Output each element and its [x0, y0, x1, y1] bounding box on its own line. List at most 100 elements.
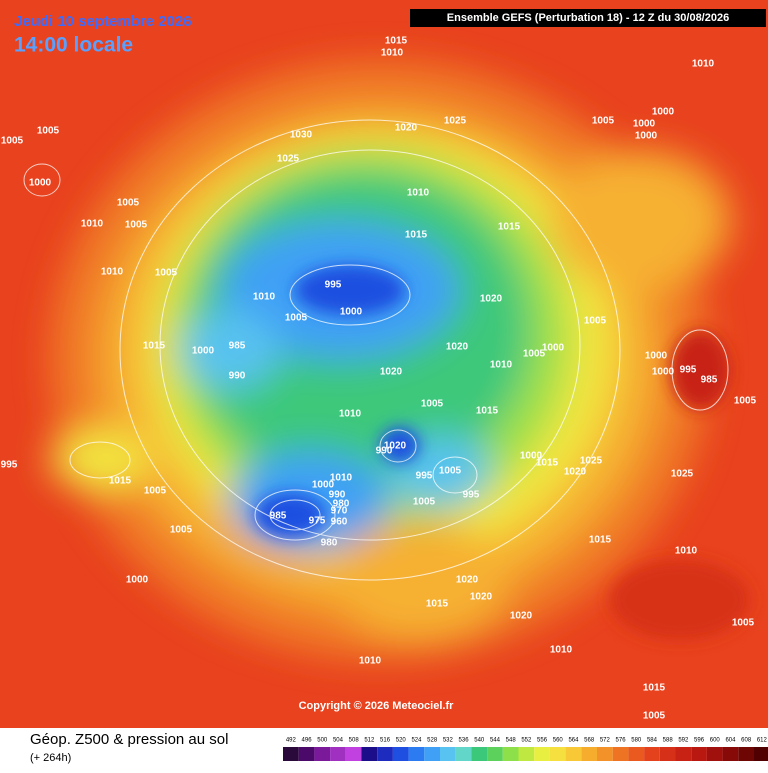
- colorbar-swatch: [471, 747, 488, 761]
- isobar-label: 980: [333, 499, 350, 510]
- isobar-label: 1010: [101, 267, 124, 278]
- time: 14:00 locale: [14, 34, 133, 57]
- colorbar-label: 556: [537, 738, 548, 744]
- isobar-label: 1010: [253, 292, 276, 303]
- isobar-label: 1005: [732, 618, 755, 629]
- colorbar-swatch: [283, 747, 299, 761]
- colorbar-label: 512: [364, 738, 375, 744]
- isobar-label: 1005: [37, 126, 60, 137]
- footer-lead: (+ 264h): [30, 752, 71, 764]
- isobar-label: 1020: [446, 342, 469, 353]
- colorbar-swatch: [330, 747, 346, 761]
- isobar-label: 975: [309, 516, 326, 527]
- isobar-label: 1010: [550, 645, 573, 656]
- isobar-label: 1015: [109, 476, 132, 487]
- colorbar-swatch: [659, 747, 676, 761]
- colorbar-swatch: [738, 747, 754, 761]
- isobar-label: 1000: [126, 575, 149, 586]
- isobar-label: 1010: [359, 656, 382, 667]
- colorbar-swatch: [706, 747, 723, 761]
- isobar-label: 985: [270, 511, 287, 522]
- colorbar-swatch: [691, 747, 707, 761]
- isobar-label: 990: [376, 446, 393, 457]
- isobar-label: 1010: [330, 473, 353, 484]
- isobar-label: 1020: [480, 294, 503, 305]
- colorbar-swatch: [754, 747, 768, 761]
- isobar-label: 1025: [671, 469, 694, 480]
- colorbar-label: 524: [411, 738, 422, 744]
- isobar-label: 1000: [652, 107, 675, 118]
- colorbar-swatch: [487, 747, 503, 761]
- isobar-label: 1010: [675, 546, 698, 557]
- isobar-label: 1000: [635, 131, 658, 142]
- isobar-label: 1015: [643, 683, 666, 694]
- colorbar-label: 588: [663, 738, 674, 744]
- colorbar-label: 540: [474, 738, 485, 744]
- colorbar-label: 560: [553, 738, 564, 744]
- colorbar-label: 604: [725, 738, 736, 744]
- colorbar-swatch: [502, 747, 519, 761]
- colorbar-swatch: [644, 747, 660, 761]
- isobar-label: 970: [331, 506, 348, 517]
- isobar-label: 1010: [339, 409, 362, 420]
- isobar-label: 1005: [584, 316, 607, 327]
- colorbar-label: 528: [427, 738, 438, 744]
- colorbar-label: 536: [459, 738, 470, 744]
- isobar-label: 1000: [29, 178, 52, 189]
- isobar-label: 1000: [312, 480, 335, 491]
- isobar-label: 1020: [384, 441, 407, 452]
- colorbar-label: 564: [568, 738, 579, 744]
- isobar-label: 1010: [407, 188, 430, 199]
- isobar-label: 1025: [444, 116, 467, 127]
- isobar-label: 985: [701, 375, 718, 386]
- isobar-label: 1005: [734, 396, 757, 407]
- colorbar-label: 492: [286, 738, 297, 744]
- colorbar-swatch: [424, 747, 440, 761]
- colorbar-label: 608: [741, 738, 752, 744]
- date: Jeudi 10 septembre 2026: [14, 13, 192, 30]
- colorbar-swatch: [581, 747, 597, 761]
- isobar-label: 1005: [439, 466, 462, 477]
- isobar-label: 1005: [125, 220, 148, 231]
- isobar-label: 1020: [456, 575, 479, 586]
- footer-title: Géop. Z500 & pression au sol: [30, 731, 228, 748]
- colorbar-label: 600: [710, 738, 721, 744]
- isobar-label: 1005: [592, 116, 615, 127]
- isobar-label: 1015: [476, 406, 499, 417]
- colorbar-label: 544: [490, 738, 501, 744]
- isobar-label: 1020: [564, 467, 587, 478]
- colorbar-swatch: [549, 747, 566, 761]
- colorbar-label: 612: [757, 738, 768, 744]
- isobar-label: 1000: [633, 119, 656, 130]
- colorbar: 492 496 500 504 508 512 516 520 524 528 532 536 540 5…: [283, 738, 768, 761]
- isobar-label: 1015: [426, 599, 449, 610]
- isobar-label: 1005: [155, 268, 178, 279]
- colorbar-swatch: [597, 747, 613, 761]
- isobar-label: 1010: [490, 360, 513, 371]
- colorbar-label: 548: [506, 738, 517, 744]
- colorbar-label: 592: [678, 738, 689, 744]
- colorbar-swatch: [298, 747, 315, 761]
- colorbar-swatch: [408, 747, 425, 761]
- isobar-label: 1005: [285, 313, 308, 324]
- colorbar-label: 496: [302, 738, 313, 744]
- isobar-label: 1030: [290, 130, 313, 141]
- colorbar-swatch: [440, 747, 456, 761]
- isobar-label: 1015: [385, 36, 408, 47]
- copyright: Copyright © 2026 Meteociel.fr: [299, 700, 455, 712]
- isobar-label: 1000: [652, 367, 675, 378]
- colorbar-swatch: [612, 747, 629, 761]
- isobar-label: 1010: [381, 48, 404, 59]
- colorbar-swatch: [628, 747, 645, 761]
- run-text: Ensemble GEFS (Perturbation 18) - 12 Z d…: [447, 12, 729, 24]
- colorbar-swatch: [361, 747, 378, 761]
- run-box: [410, 9, 766, 27]
- colorbar-label: 596: [694, 738, 705, 744]
- colorbar-label: 500: [317, 738, 328, 744]
- isobar-label: 1020: [395, 123, 418, 134]
- isobar-label: 990: [229, 371, 246, 382]
- colorbar-swatch: [518, 747, 535, 761]
- colorbar-label: 568: [584, 738, 595, 744]
- isobar-label: 990: [329, 490, 346, 501]
